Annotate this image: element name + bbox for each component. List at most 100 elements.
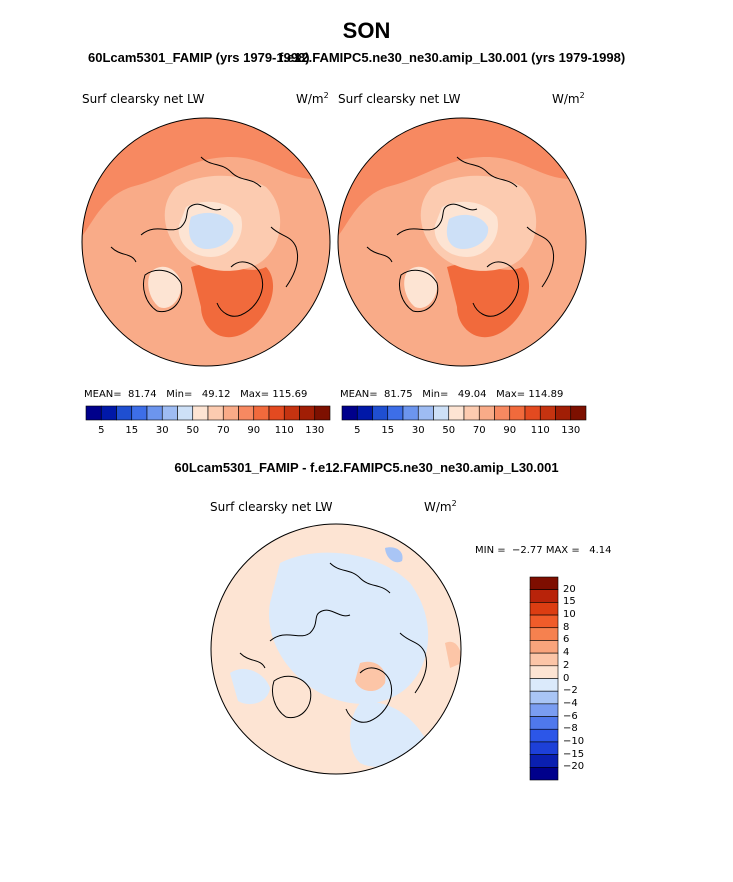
colorbar-3-tick-0: 20 xyxy=(563,583,576,595)
colorbar-2-tick-5: 90 xyxy=(503,425,517,436)
map1-high-region xyxy=(82,118,330,237)
colorbar-2-tick-2: 30 xyxy=(411,425,425,436)
panel2-min-label: Min= xyxy=(422,389,449,400)
colorbar-3-swatch-3 xyxy=(529,614,559,629)
colorbar-1-swatch-6 xyxy=(177,405,194,421)
colorbar-2 xyxy=(341,405,587,421)
panel1-min-value: 49.12 xyxy=(201,389,231,400)
colorbar-2-swatch-4 xyxy=(402,405,419,421)
colorbar-3-swatch-14 xyxy=(529,754,559,768)
colorbar-2-tick-4: 70 xyxy=(472,425,486,436)
panel1-stats: MEAN= 81.74 Min= 49.12 Max= 115.69 xyxy=(84,389,307,400)
map3-boundary xyxy=(210,523,462,775)
colorbar-3-tick-13: −15 xyxy=(563,748,585,760)
colorbar-3-tick-10: −6 xyxy=(563,710,578,722)
panel3-max-value: 4.14 xyxy=(589,545,612,556)
colorbar-1-swatch-14 xyxy=(299,405,316,421)
colorbar-1-tick-5: 90 xyxy=(247,425,261,436)
colorbar-1-swatch-10 xyxy=(238,405,255,421)
colorbar-3-swatch-6 xyxy=(529,652,559,667)
colorbar-2-tick-0: 5 xyxy=(354,425,361,436)
map3-negative-region-3 xyxy=(230,668,270,705)
map3-negative-region-2 xyxy=(349,702,425,767)
colorbar-3-tick-7: 0 xyxy=(563,672,570,684)
panel1-variable-label: Surf clearsky net LW xyxy=(82,92,205,106)
panel2-min-value: 49.04 xyxy=(457,389,487,400)
subtitle-right-case: f.e12.FAMIPC5.ne30_ne30.amip_L30.001 (yr… xyxy=(279,50,626,65)
map1-high-region-2 xyxy=(191,264,274,338)
colorbar-3-swatch-12 xyxy=(529,728,559,743)
colorbar-3-tick-4: 6 xyxy=(563,634,570,646)
colorbar-1-swatch-0 xyxy=(85,405,102,421)
panel1-min-label: Min= xyxy=(166,389,193,400)
colorbar-3-tick-5: 4 xyxy=(563,647,570,659)
colorbar-3-tick-14: −20 xyxy=(563,761,585,773)
colorbar-3-ticks: 20 15 10 8 6 4 2 0 −2 −4 −6 −8 −10 −15 −20 xyxy=(563,577,603,780)
colorbar-3-swatch-10 xyxy=(529,703,559,717)
polar-map-1 xyxy=(81,117,331,367)
colorbar-3-tick-11: −8 xyxy=(563,723,578,735)
panel2-max-label: Max= xyxy=(496,389,526,400)
colorbar-2-swatch-11 xyxy=(509,405,526,421)
colorbar-3-tick-9: −4 xyxy=(563,697,578,709)
colorbar-2-swatch-6 xyxy=(433,405,450,421)
colorbar-2-swatch-14 xyxy=(555,405,572,421)
colorbar-1 xyxy=(85,405,331,421)
colorbar-2-swatch-0 xyxy=(341,405,358,421)
colorbar-3-tick-12: −10 xyxy=(563,735,585,747)
colorbar-2-swatch-5 xyxy=(417,405,434,421)
colorbar-1-swatch-9 xyxy=(222,405,239,421)
map2-boundary xyxy=(337,117,587,367)
polar-map-2 xyxy=(337,117,587,367)
colorbar-1-tick-6: 110 xyxy=(274,425,294,436)
panel1-units-label: W/m2 xyxy=(296,91,329,106)
panel3-min-value: −2.77 xyxy=(511,545,543,556)
panel1-mean-value: 81.74 xyxy=(128,389,157,400)
colorbar-1-swatch-2 xyxy=(116,405,133,421)
panel1-mean-label: MEAN= xyxy=(84,389,122,400)
map1-greenland xyxy=(148,266,182,308)
colorbar-1-swatch-13 xyxy=(283,405,300,421)
colorbar-2-swatch-7 xyxy=(448,405,465,421)
colorbar-2-swatch-13 xyxy=(539,405,556,421)
colorbar-1-swatch-11 xyxy=(253,405,270,421)
colorbar-3-swatch-4 xyxy=(529,627,559,641)
colorbar-1-swatch-1 xyxy=(100,405,117,421)
colorbar-1-tick-0: 5 xyxy=(98,425,105,436)
colorbar-3-tick-6: 2 xyxy=(563,659,570,671)
colorbar-1-tick-3: 50 xyxy=(186,425,200,436)
colorbar-3-swatch-8 xyxy=(529,678,559,692)
colorbar-3-swatch-1 xyxy=(529,589,559,603)
colorbar-2-tick-6: 110 xyxy=(530,425,550,436)
colorbar-3-swatch-15 xyxy=(529,767,559,781)
map3-strong-negative-patch xyxy=(385,547,403,563)
colorbar-2-tick-1: 15 xyxy=(381,425,395,436)
figure-title: SON xyxy=(342,18,391,43)
colorbar-3-swatch-7 xyxy=(529,665,559,679)
map2-ice-region xyxy=(446,214,489,249)
colorbar-1-swatch-7 xyxy=(192,405,209,421)
colorbar-3-tick-3: 8 xyxy=(563,621,570,633)
colorbar-3-swatch-5 xyxy=(529,640,559,654)
panel2-variable-label: Surf clearsky net LW xyxy=(338,92,461,106)
colorbar-1-ticks: 5 15 30 50 70 90 110 130 xyxy=(86,425,330,437)
map2-high-region xyxy=(338,118,586,237)
colorbar-3-tick-8: −2 xyxy=(563,685,578,697)
map3-positive-patch-2 xyxy=(445,641,461,668)
colorbar-2-tick-3: 50 xyxy=(442,425,456,436)
colorbar-2-swatch-9 xyxy=(478,405,495,421)
map2-high-region-2 xyxy=(447,264,530,338)
colorbar-2-tick-7: 130 xyxy=(561,425,581,436)
colorbar-1-swatch-12 xyxy=(268,405,285,421)
colorbar-2-swatch-15 xyxy=(570,405,587,421)
panel1-max-value: 115.69 xyxy=(272,389,308,400)
colorbar-1-tick-2: 30 xyxy=(155,425,169,436)
panel2-mean-label: MEAN= xyxy=(340,389,378,400)
map1-coastlines xyxy=(110,156,299,317)
colorbar-1-swatch-3 xyxy=(131,405,148,421)
colorbar-3-swatch-11 xyxy=(529,716,559,730)
map1-boundary xyxy=(81,117,331,367)
colorbar-2-swatch-10 xyxy=(494,405,511,421)
panel3-variable-label: Surf clearsky net LW xyxy=(210,500,333,514)
panel2-stats: MEAN= 81.75 Min= 49.04 Max= 114.89 xyxy=(340,389,563,400)
